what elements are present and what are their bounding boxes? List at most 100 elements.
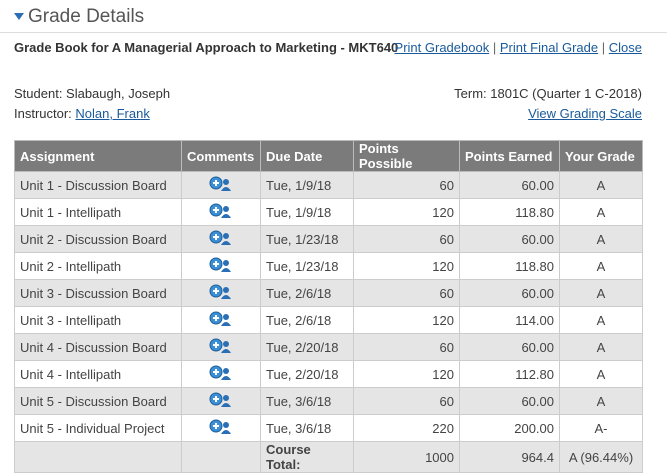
cell: A [559, 171, 643, 199]
grade-row: Unit 3 - Intellipath Tue, 2/6/18 120 114.00… [14, 306, 643, 334]
separator: | [601, 40, 606, 55]
comments-cell [181, 333, 261, 361]
cell: Unit 5 - Individual Project [14, 414, 182, 442]
cell: Tue, 3/6/18 [260, 387, 354, 415]
collapse-arrow[interactable] [14, 12, 24, 21]
cell: 120 [353, 360, 460, 388]
grade-row: Unit 2 - Discussion Board Tue, 1/23/18 60 6… [14, 225, 643, 253]
cell: A [559, 279, 643, 307]
column-header: Points Possible [353, 140, 460, 172]
cell: 60 [353, 387, 460, 415]
cell: Tue, 1/23/18 [260, 252, 354, 280]
cell: 120 [353, 198, 460, 226]
comment-icon[interactable] [209, 392, 233, 408]
comment-icon[interactable] [209, 338, 233, 354]
comment-icon[interactable] [209, 176, 233, 192]
comments-cell [181, 198, 261, 226]
grade-table: Assignment Comments Due Date Points Possibl… [14, 140, 643, 473]
close-link[interactable]: Close [608, 40, 642, 55]
cell: A- [559, 414, 643, 442]
comments-cell [181, 387, 261, 415]
cell: A [559, 225, 643, 253]
cell: Tue, 2/6/18 [260, 279, 354, 307]
comment-icon[interactable] [209, 365, 233, 381]
cell: Tue, 3/6/18 [260, 414, 354, 442]
cell: 60.00 [459, 387, 560, 415]
comments-cell [181, 306, 261, 334]
cell: 114.00 [459, 306, 560, 334]
cell: Unit 4 - Intellipath [14, 360, 182, 388]
cell: 60.00 [459, 279, 560, 307]
comment-icon[interactable] [209, 203, 233, 219]
subtitle: Grade Book for A Managerial Approach to … [14, 40, 399, 55]
cell: 60 [353, 279, 460, 307]
comments-cell [181, 360, 261, 388]
cell: 60 [353, 333, 460, 361]
cell: Tue, 2/6/18 [260, 306, 354, 334]
cell: Tue, 2/20/18 [260, 360, 354, 388]
print-final-grade-link[interactable]: Print Final Grade [499, 40, 599, 55]
cell: A [559, 360, 643, 388]
links: Print Gradebook | Print Final Grade | Cl… [395, 40, 642, 55]
cell: 60.00 [459, 333, 560, 361]
total-earned: 964.4 [459, 441, 560, 473]
cell: 200.00 [459, 414, 560, 442]
cell: 60.00 [459, 225, 560, 253]
cell: 118.80 [459, 252, 560, 280]
total-label: Course Total: [260, 441, 354, 473]
cell: 120 [353, 252, 460, 280]
grading-scale-link[interactable]: View Grading Scale [528, 106, 642, 121]
comments-cell [181, 279, 261, 307]
cell: 60.00 [459, 171, 560, 199]
comment-icon[interactable] [209, 419, 233, 435]
title-text: Grade Details [28, 6, 145, 27]
cell [14, 441, 182, 473]
cell: 118.80 [459, 198, 560, 226]
instructor: Instructor: Nolan, Frank [14, 106, 150, 121]
column-header: Assignment [14, 140, 182, 172]
comments-cell [181, 252, 261, 280]
cell: 220 [353, 414, 460, 442]
total-possible: 1000 [353, 441, 460, 473]
grade-row: Unit 5 - Discussion Board Tue, 3/6/18 60 60… [14, 387, 643, 415]
cell: A [559, 252, 643, 280]
comments-cell [181, 171, 261, 199]
divider [0, 32, 667, 33]
total-row: Course Total: 1000 964.4 A (96.44%) [14, 441, 643, 473]
comments-cell [181, 414, 261, 442]
cell: A [559, 198, 643, 226]
comment-icon[interactable] [209, 284, 233, 300]
grade-row: Unit 1 - Discussion Board Tue, 1/9/18 60 60… [14, 171, 643, 199]
cell: Unit 1 - Intellipath [14, 198, 182, 226]
cell: Tue, 1/9/18 [260, 198, 354, 226]
comment-icon[interactable] [209, 311, 233, 327]
separator: | [492, 40, 497, 55]
cell: 60 [353, 171, 460, 199]
grade-row: Unit 1 - Intellipath Tue, 1/9/18 120 118.80… [14, 198, 643, 226]
student: Student: Slabaugh, Joseph [14, 86, 171, 101]
cell: Unit 5 - Discussion Board [14, 387, 182, 415]
comment-icon[interactable] [209, 230, 233, 246]
total-grade: A (96.44%) [559, 441, 643, 473]
grade-row: Unit 4 - Intellipath Tue, 2/20/18 120 112.8… [14, 360, 643, 388]
cell: 112.80 [459, 360, 560, 388]
cell: Unit 3 - Intellipath [14, 306, 182, 334]
header-row: Assignment Comments Due Date Points Possibl… [14, 140, 643, 172]
print-gradebook-link[interactable]: Print Gradebook [394, 40, 490, 55]
instructor-label: Instructor: [14, 106, 72, 121]
instructor-link[interactable]: Nolan, Frank [75, 106, 150, 121]
cell: Unit 3 - Discussion Board [14, 279, 182, 307]
cell: Tue, 1/9/18 [260, 171, 354, 199]
cell: A [559, 387, 643, 415]
cell: Tue, 2/20/18 [260, 333, 354, 361]
cell: A [559, 306, 643, 334]
column-header: Due Date [260, 140, 354, 172]
cell: Unit 2 - Discussion Board [14, 225, 182, 253]
grade-row: Unit 5 - Individual Project Tue, 3/6/18 22… [14, 414, 643, 442]
cell: A [559, 333, 643, 361]
cell: Unit 2 - Intellipath [14, 252, 182, 280]
section-title[interactable]: Grade Details [14, 6, 144, 28]
cell: Unit 1 - Discussion Board [14, 171, 182, 199]
column-header: Points Earned [459, 140, 560, 172]
comment-icon[interactable] [209, 257, 233, 273]
